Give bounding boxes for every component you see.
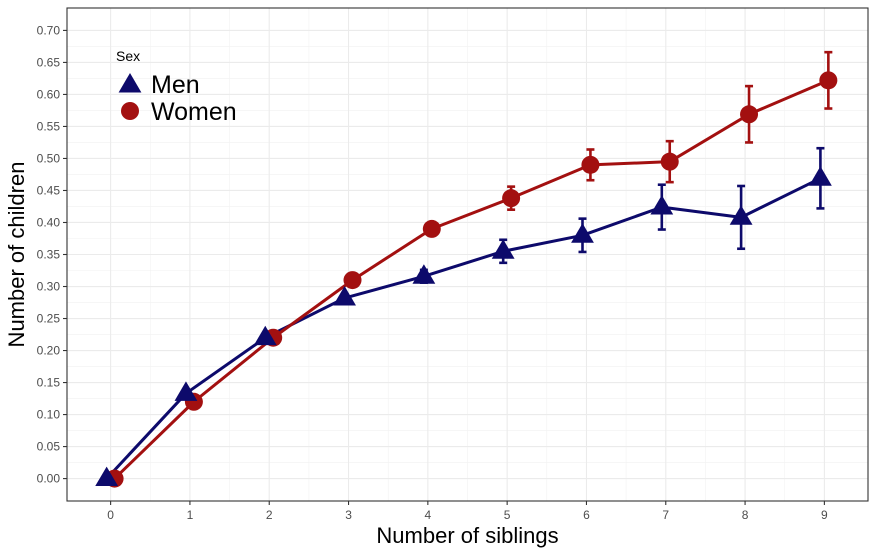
x-tick-label: 2 xyxy=(266,508,273,522)
data-point-women xyxy=(581,155,600,174)
y-tick-label: 0.65 xyxy=(37,55,61,69)
data-markers xyxy=(95,71,838,488)
y-tick-label: 0.20 xyxy=(37,344,61,358)
y-axis: 0.00 0.05 0.10 0.15 0.20 0.25 0.30 0.35 0.40 0.45… xyxy=(37,23,67,486)
data-point-men xyxy=(571,223,594,243)
x-tick-label: 3 xyxy=(345,508,352,522)
data-point-men xyxy=(412,264,436,284)
data-point-women xyxy=(819,71,838,90)
y-tick-label: 0.45 xyxy=(37,183,61,197)
y-tick-label: 0.60 xyxy=(37,87,61,101)
series-lines xyxy=(105,78,829,480)
data-point-women xyxy=(660,152,679,171)
y-tick-label: 0.50 xyxy=(37,151,61,165)
y-tick-label: 0.35 xyxy=(37,248,61,262)
data-point-women xyxy=(422,219,441,238)
x-tick-label: 4 xyxy=(425,508,432,522)
x-axis-title: Number of siblings xyxy=(376,523,558,548)
y-axis-title: Number of children xyxy=(4,162,29,348)
y-tick-label: 0.00 xyxy=(37,472,61,486)
y-tick-label: 0.40 xyxy=(37,215,61,229)
data-point-men xyxy=(95,466,119,487)
data-point-women xyxy=(502,189,521,208)
data-point-women xyxy=(740,105,759,124)
series-line-women xyxy=(113,78,829,480)
x-tick-label: 1 xyxy=(187,508,194,522)
x-tick-label: 6 xyxy=(583,508,590,522)
x-tick-label: 0 xyxy=(107,508,114,522)
y-tick-label: 0.25 xyxy=(37,312,61,326)
data-point-women xyxy=(343,271,362,290)
legend-label-women: Women xyxy=(151,98,237,126)
data-point-men xyxy=(253,325,277,346)
data-point-men xyxy=(491,239,515,259)
y-tick-label: 0.55 xyxy=(37,119,61,133)
legend-title: Sex xyxy=(116,48,140,64)
major-gridlines xyxy=(67,8,868,501)
data-point-men xyxy=(729,205,753,225)
legend-label-men: Men xyxy=(151,71,200,99)
x-tick-label: 7 xyxy=(662,508,669,522)
data-point-men xyxy=(809,166,832,186)
x-tick-label: 8 xyxy=(742,508,749,522)
y-tick-label: 0.70 xyxy=(37,23,61,37)
data-point-men xyxy=(174,381,198,401)
y-tick-label: 0.05 xyxy=(37,440,61,454)
y-tick-label: 0.10 xyxy=(37,408,61,422)
data-point-men xyxy=(650,195,674,215)
x-tick-label: 5 xyxy=(504,508,511,522)
data-point-men xyxy=(333,286,356,306)
y-tick-label: 0.15 xyxy=(37,376,61,390)
legend-key-women xyxy=(121,102,139,120)
x-axis: 0 1 2 3 4 5 6 7 8 9 xyxy=(107,501,828,522)
series-line-men xyxy=(105,176,822,480)
legend-key-men xyxy=(118,73,142,93)
y-tick-label: 0.30 xyxy=(37,280,61,294)
x-tick-label: 9 xyxy=(821,508,828,522)
